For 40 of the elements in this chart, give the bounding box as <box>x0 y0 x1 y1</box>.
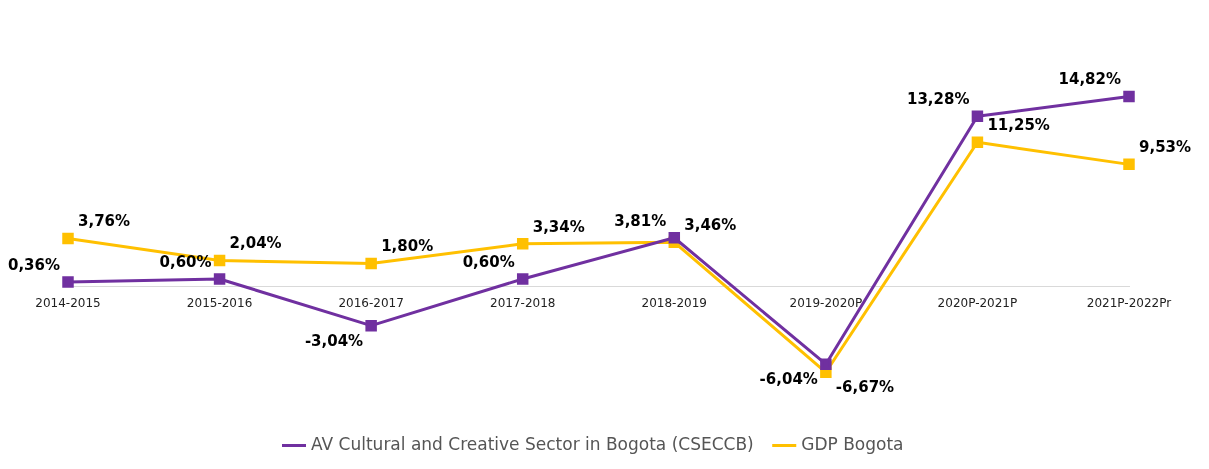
data-label: 3,34% <box>532 217 585 236</box>
point <box>820 358 832 370</box>
x-tick-label: 2016-2017 <box>338 295 404 310</box>
point <box>971 136 984 149</box>
legend-label: AV Cultural and Creative Sector in Bogota (CSECCB) <box>311 433 754 454</box>
data-label: 3,76% <box>78 212 131 231</box>
data-label: 0,60% <box>462 252 515 271</box>
data-label: 11,25% <box>987 116 1050 135</box>
point <box>213 273 226 285</box>
data-label: 0,60% <box>159 252 212 271</box>
x-tick-label: 2014-2015 <box>35 295 101 310</box>
x-tick-label: 2020P-2021P <box>937 295 1018 310</box>
x-tick-label: 2017-2018 <box>490 295 556 310</box>
data-label: 3,46% <box>684 216 737 235</box>
x-tick-label: 2019-2020P <box>789 295 863 310</box>
point <box>516 273 529 285</box>
x-tick-label: 2015-2016 <box>186 295 253 310</box>
point <box>1123 158 1135 171</box>
data-label: -6,67% <box>835 378 895 397</box>
point <box>516 238 529 250</box>
data-label: -3,04% <box>304 331 364 350</box>
point <box>213 254 226 267</box>
point <box>365 319 377 332</box>
data-label: 13,28% <box>906 90 970 109</box>
x-tick-label: 2018-2019 <box>641 295 707 310</box>
point <box>62 232 74 245</box>
data-label: 3,81% <box>614 211 667 230</box>
data-label: 2,04% <box>229 234 282 253</box>
data-label: 14,82% <box>1058 70 1121 89</box>
point <box>668 232 681 244</box>
x-tick-label: 2021P-2022Pr <box>1086 295 1172 310</box>
point <box>971 110 984 122</box>
data-label: 0,36% <box>7 255 60 274</box>
point <box>365 257 377 270</box>
data-label: 9,53% <box>1139 138 1192 157</box>
point <box>62 276 74 288</box>
data-label: 1,80% <box>381 237 434 256</box>
data-label: -6,04% <box>759 370 818 389</box>
point <box>1123 90 1135 103</box>
legend-label: GDP Bogota <box>801 433 904 454</box>
